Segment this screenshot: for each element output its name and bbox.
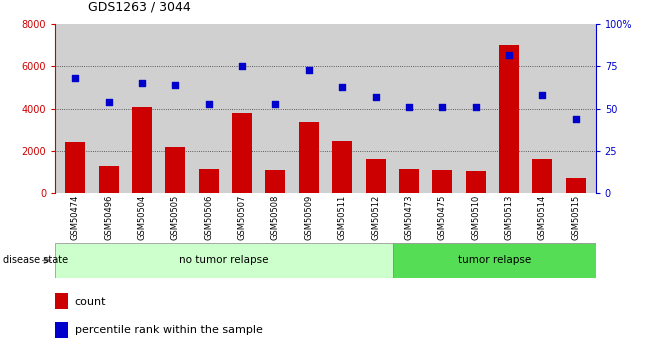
Bar xyxy=(399,169,419,193)
Bar xyxy=(199,169,219,193)
Text: percentile rank within the sample: percentile rank within the sample xyxy=(75,325,263,335)
Bar xyxy=(65,142,85,193)
Bar xyxy=(332,141,352,193)
Bar xyxy=(165,147,186,193)
Bar xyxy=(132,107,152,193)
Bar xyxy=(99,166,118,193)
Point xyxy=(370,94,381,100)
Point xyxy=(537,92,547,98)
Point xyxy=(303,67,314,72)
Bar xyxy=(533,159,552,193)
Point xyxy=(137,80,147,86)
Bar xyxy=(499,45,519,193)
Text: no tumor relapse: no tumor relapse xyxy=(180,256,269,265)
Point xyxy=(504,52,514,57)
Text: tumor relapse: tumor relapse xyxy=(458,256,531,265)
Point xyxy=(104,99,114,105)
Text: disease state: disease state xyxy=(3,256,68,265)
Bar xyxy=(365,159,385,193)
Bar xyxy=(55,322,68,337)
Point xyxy=(471,104,481,110)
Point xyxy=(404,104,414,110)
Bar xyxy=(432,170,452,193)
Bar xyxy=(232,113,252,193)
Point xyxy=(570,116,581,121)
Point xyxy=(270,101,281,106)
Point xyxy=(70,76,81,81)
Bar xyxy=(55,294,68,309)
Bar xyxy=(465,171,486,193)
Text: GDS1263 / 3044: GDS1263 / 3044 xyxy=(88,1,191,14)
Bar xyxy=(566,178,586,193)
Text: count: count xyxy=(75,297,106,306)
Point xyxy=(237,63,247,69)
Bar xyxy=(393,243,596,278)
Bar xyxy=(266,170,286,193)
Point xyxy=(204,101,214,106)
Point xyxy=(170,82,180,88)
Bar xyxy=(55,243,393,278)
Bar xyxy=(299,122,319,193)
Point xyxy=(437,104,447,110)
Point xyxy=(337,84,348,89)
